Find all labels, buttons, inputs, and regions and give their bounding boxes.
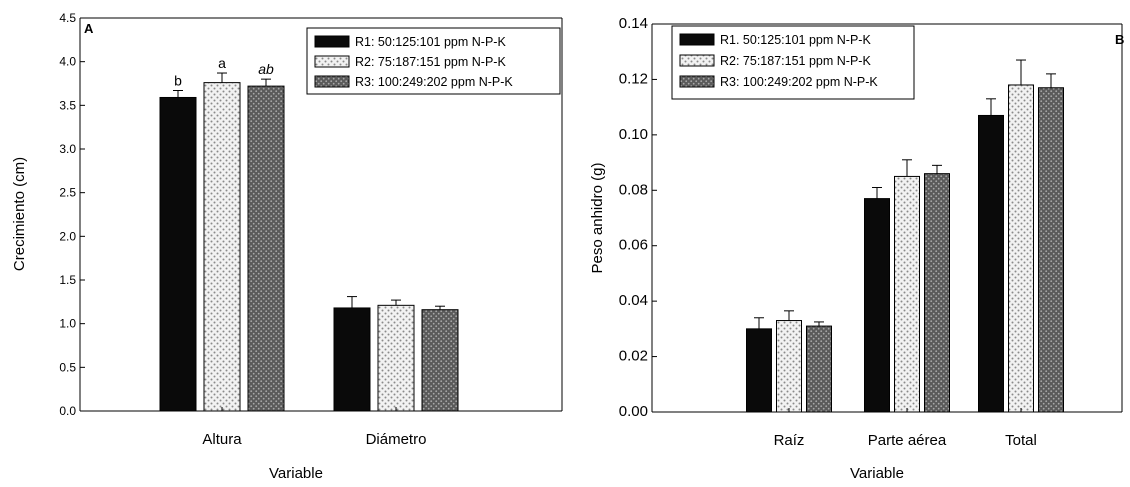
panel-b-x-ticks: Raíz Parte aérea Total xyxy=(774,408,1037,449)
y-tick-label: 0.06 xyxy=(619,237,648,254)
x-tick-label: Parte aérea xyxy=(868,432,947,449)
x-tick-label: Total xyxy=(1005,432,1037,449)
significance-letter: b xyxy=(174,72,182,88)
legend-label-r1: R1. 50:125:101 ppm N-P-K xyxy=(720,33,871,47)
bar-altura-r3 xyxy=(247,85,285,412)
legend-swatch-r3 xyxy=(314,75,350,88)
y-tick-label: 3.0 xyxy=(59,142,76,156)
panel-b-x-label: Variable xyxy=(850,465,904,482)
y-tick-label: 4.5 xyxy=(59,11,76,25)
bar-total-r2 xyxy=(1008,84,1034,413)
x-tick-label: Diámetro xyxy=(366,431,427,448)
significance-letter: ab xyxy=(258,61,274,77)
y-tick-label: 0.0 xyxy=(59,404,76,418)
bar-ra-z-r1 xyxy=(746,328,772,413)
panel-a-label: A xyxy=(84,21,94,36)
panel-b-bars xyxy=(746,59,1064,413)
y-tick-label: 0.08 xyxy=(619,181,648,198)
bar-ra-z-r2 xyxy=(776,320,802,413)
bar-total-r3 xyxy=(1038,87,1064,413)
y-tick-label: 2.0 xyxy=(59,229,76,243)
legend-swatch-r1 xyxy=(314,35,350,48)
bar-di-metro-r1 xyxy=(333,307,371,412)
y-tick-label: 2.5 xyxy=(59,186,76,200)
panel-a-bars: b a ab xyxy=(159,55,459,412)
y-tick-label: 0.00 xyxy=(619,403,648,420)
panel-b-y-ticks: 0.00 0.02 0.04 0.06 0.08 0.10 0.12 0.14 xyxy=(619,15,657,420)
legend-label-r2: R2: 75:187:151 ppm N-P-K xyxy=(720,54,871,68)
legend-swatch-r1 xyxy=(679,33,715,46)
legend-label-r1: R1: 50:125:101 ppm N-P-K xyxy=(355,35,506,49)
bar-di-metro-r2 xyxy=(377,304,415,412)
y-tick-label: 0.04 xyxy=(619,292,648,309)
panel-a-x-ticks: Altura Diámetro xyxy=(202,407,426,448)
legend-label-r3: R3: 100:249:202 ppm N-P-K xyxy=(720,75,878,89)
panel-b-y-label: Peso anhidro (g) xyxy=(589,163,606,274)
legend-swatch-r2 xyxy=(314,55,350,68)
bar-parte-a-rea-r3 xyxy=(924,173,950,413)
bar-di-metro-r3 xyxy=(421,309,459,412)
panel-b: 0.00 0.02 0.04 0.06 0.08 0.10 0.12 0.14 Raíz Par… xyxy=(589,15,1124,482)
panel-a-x-label: Variable xyxy=(269,465,323,482)
y-tick-label: 0.14 xyxy=(619,15,648,32)
y-tick-label: 1.0 xyxy=(59,317,76,331)
legend-swatch-r2 xyxy=(679,54,715,67)
bar-parte-a-rea-r1 xyxy=(864,198,890,413)
bar-total-r1 xyxy=(978,114,1004,413)
y-tick-label: 4.0 xyxy=(59,55,76,69)
panel-b-label: B xyxy=(1115,32,1124,47)
panel-a-legend: R1: 50:125:101 ppm N-P-K R2: 75:187:151 p… xyxy=(306,27,561,95)
y-tick-label: 0.10 xyxy=(619,126,648,143)
panel-a-y-label: Crecimiento (cm) xyxy=(11,157,28,271)
bar-parte-a-rea-r2 xyxy=(894,175,920,413)
legend-swatch-r3 xyxy=(679,75,715,88)
panel-b-legend: R1. 50:125:101 ppm N-P-K R2: 75:187:151 p… xyxy=(671,25,915,100)
panel-a: 0.0 0.5 1.0 1.5 2.0 2.5 3.0 3.5 4.0 4.5 b a ab Altu… xyxy=(11,11,563,482)
y-tick-label: 1.5 xyxy=(59,273,76,287)
legend-label-r2: R2: 75:187:151 ppm N-P-K xyxy=(355,55,506,69)
y-tick-label: 0.5 xyxy=(59,360,76,374)
significance-letter: a xyxy=(218,55,226,71)
x-tick-label: Raíz xyxy=(774,432,805,449)
legend-label-r3: R3: 100:249:202 ppm N-P-K xyxy=(355,75,513,89)
y-tick-label: 0.02 xyxy=(619,348,648,365)
panel-a-y-ticks: 0.0 0.5 1.0 1.5 2.0 2.5 3.0 3.5 4.0 4.5 xyxy=(59,11,85,418)
bar-ra-z-r3 xyxy=(806,325,832,413)
y-tick-label: 3.5 xyxy=(59,98,76,112)
y-tick-label: 0.12 xyxy=(619,70,648,87)
bar-altura-r1 xyxy=(159,96,197,412)
bar-altura-r2 xyxy=(203,82,241,412)
x-tick-label: Altura xyxy=(202,431,242,448)
